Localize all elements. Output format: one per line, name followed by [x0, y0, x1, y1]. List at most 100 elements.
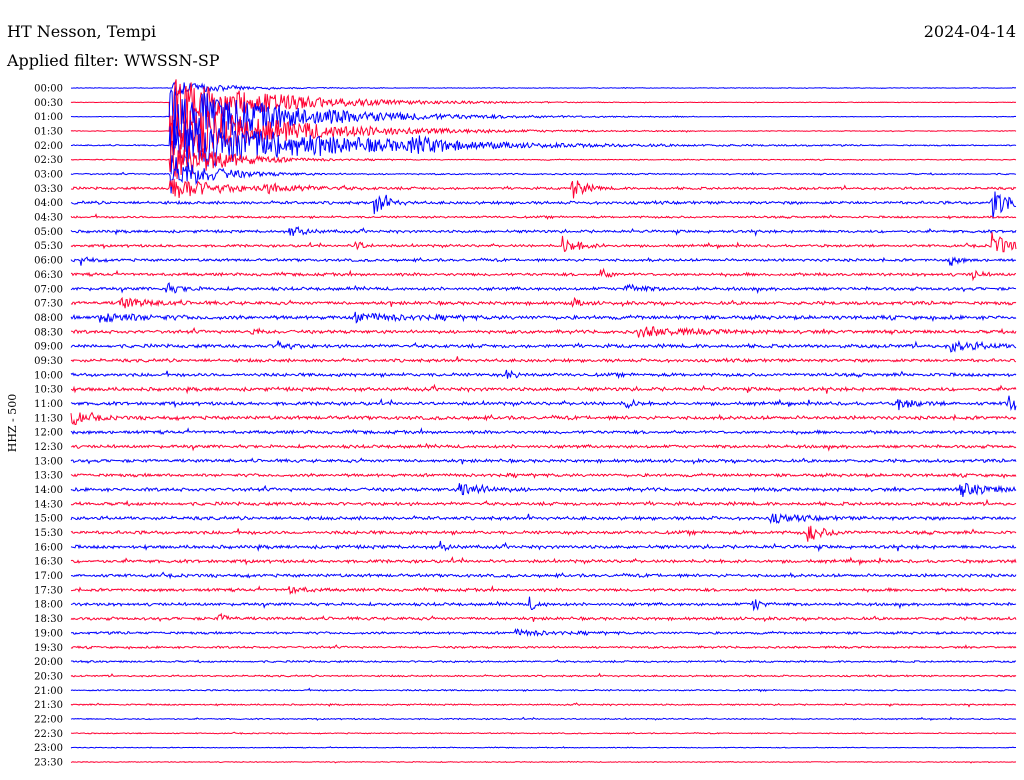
tick-label: 03:30 [34, 184, 63, 195]
trace-line [70, 760, 1017, 764]
tick-label: 21:30 [34, 700, 63, 711]
chart-subtitle: Applied filter: WWSSN-SP [6, 51, 220, 70]
trace-line [70, 659, 1017, 664]
trace-line [70, 427, 1017, 436]
tick-label: 05:30 [34, 241, 63, 252]
tick-label: 16:30 [34, 557, 63, 568]
tick-label: 17:00 [34, 571, 63, 582]
trace-line [70, 596, 1017, 612]
tick-label: 10:00 [34, 370, 63, 381]
trace-line [70, 571, 1017, 580]
trace-line [70, 232, 1017, 253]
tick-label: 20:30 [34, 671, 63, 682]
tick-label: 18:00 [34, 600, 63, 611]
tick-label: 06:30 [34, 270, 63, 281]
trace-line [70, 213, 1017, 220]
tick-label: 23:00 [34, 743, 63, 754]
tick-label: 09:30 [34, 356, 63, 367]
tick-label: 06:00 [34, 256, 63, 267]
trace-line [70, 731, 1017, 735]
tick-label: 23:30 [34, 758, 63, 769]
tick-label: 13:30 [34, 471, 63, 482]
trace-line [70, 88, 1017, 146]
tick-label: 05:00 [34, 227, 63, 238]
tick-label: 22:00 [34, 715, 63, 726]
tick-label: 00:30 [34, 98, 63, 109]
tick-label: 07:30 [34, 299, 63, 310]
trace-line [70, 472, 1017, 479]
trace-line [70, 746, 1016, 749]
trace-line [70, 256, 1016, 266]
tick-label: 08:30 [34, 327, 63, 338]
trace-line [70, 411, 1017, 426]
tick-label: 18:30 [34, 614, 63, 625]
trace-line [70, 282, 1017, 295]
trace-line [70, 383, 1017, 395]
trace-line [70, 442, 1017, 452]
tick-label: 14:00 [34, 485, 63, 496]
trace-line [70, 525, 1017, 542]
tick-label: 21:00 [34, 686, 63, 697]
tick-label: 03:00 [34, 170, 63, 181]
trace-line [70, 612, 1017, 623]
tick-label: 15:00 [34, 514, 63, 525]
trace-line [70, 457, 1017, 465]
tick-label: 11:00 [34, 399, 63, 410]
tick-label: 14:30 [34, 499, 63, 510]
tick-label: 02:30 [34, 155, 63, 166]
tick-label: 12:30 [34, 442, 63, 453]
tick-label: 20:00 [34, 657, 63, 668]
trace-line [70, 702, 1016, 708]
trace-line [70, 178, 1017, 199]
trace-line [70, 157, 1017, 194]
trace-line [70, 356, 1017, 364]
trace-line [70, 716, 1017, 721]
trace-rows: 00:00 00:30 01:00 01:30 02:00 02:30 03:00 03:30… [34, 79, 1017, 769]
tick-label: 04:30 [34, 213, 63, 224]
tick-label: 16:00 [34, 542, 63, 553]
y-axis-label: HHZ - 500 [6, 394, 19, 453]
tick-label: 07:00 [34, 284, 63, 295]
trace-line [70, 556, 1017, 567]
trace-line [70, 482, 1017, 497]
trace-line [70, 119, 1017, 175]
trace-line [70, 687, 1016, 693]
trace-line [70, 339, 1017, 353]
trace-line [70, 644, 1017, 650]
tick-label: 08:00 [34, 313, 63, 324]
tick-label: 13:00 [34, 456, 63, 467]
tick-label: 11:30 [34, 413, 63, 424]
trace-line [70, 110, 1017, 156]
trace-line [70, 395, 1017, 411]
trace-line [70, 311, 1017, 324]
tick-label: 19:00 [34, 628, 63, 639]
trace-line [70, 267, 1016, 282]
trace-line [70, 540, 1017, 553]
trace-line [70, 498, 1017, 507]
trace-line [70, 191, 1017, 219]
tick-label: 15:30 [34, 528, 63, 539]
tick-label: 10:30 [34, 385, 63, 396]
tick-label: 22:30 [34, 729, 63, 740]
tick-label: 00:00 [34, 84, 63, 95]
tick-label: 17:30 [34, 585, 63, 596]
trace-line [71, 81, 1017, 96]
trace-line [70, 140, 1017, 180]
trace-line [70, 296, 1017, 309]
trace-line [70, 326, 1017, 338]
tick-label: 01:00 [34, 112, 63, 123]
tick-label: 12:00 [34, 428, 63, 439]
trace-line [70, 672, 1017, 678]
tick-label: 02:00 [34, 141, 63, 152]
trace-line [70, 226, 1017, 237]
chart-date: 2024-04-14 [924, 22, 1016, 41]
tick-label: 04:00 [34, 198, 63, 209]
trace-line [71, 627, 1017, 637]
trace-line [70, 369, 1017, 380]
tick-label: 01:30 [34, 127, 63, 138]
trace-line [71, 585, 1017, 596]
tick-label: 09:00 [34, 342, 63, 353]
tick-label: 19:30 [34, 643, 63, 654]
chart-title: HT Nesson, Tempi [7, 22, 156, 41]
